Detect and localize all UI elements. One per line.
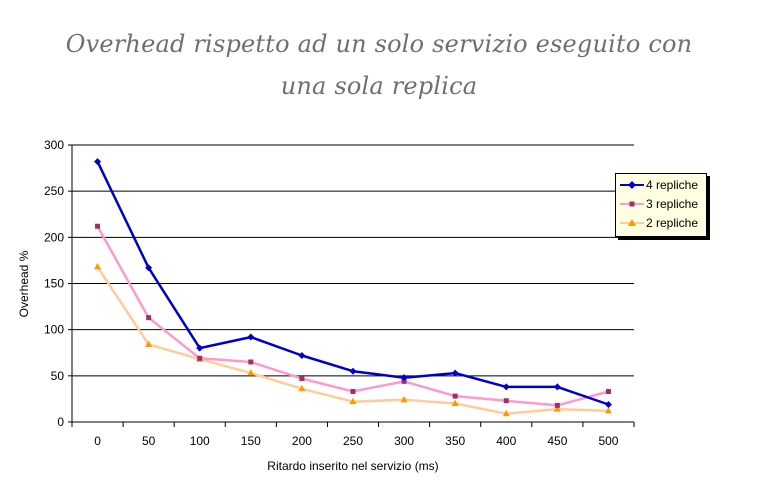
y-tick-labels: 0 50 100 150 200 250 300: [44, 138, 64, 429]
legend-item-3-repliche: 3 repliche: [616, 196, 706, 212]
data-point: [299, 376, 305, 382]
data-point: [349, 367, 357, 375]
data-point: [146, 315, 152, 321]
x-tick-label: 500: [598, 434, 618, 448]
y-tick-label: 150: [44, 277, 64, 291]
y-axis-label: Overhead %: [17, 250, 31, 317]
chart-title-line-1: Overhead rispetto ad un solo servizio es…: [65, 30, 693, 58]
legend-item-4-repliche: 4 repliche: [616, 177, 706, 193]
legend-label: 2 repliche: [646, 216, 699, 230]
x-tick-label: 150: [241, 434, 261, 448]
y-tick-label: 100: [44, 323, 64, 337]
x-tick-label: 100: [190, 434, 210, 448]
data-point: [247, 333, 255, 341]
x-tick-label: 300: [394, 434, 414, 448]
data-point: [145, 264, 153, 272]
data-point: [502, 383, 510, 391]
x-tick-label: 0: [94, 434, 101, 448]
data-point: [196, 344, 204, 352]
legend-swatch-3-repliche: [620, 201, 644, 207]
data-point: [248, 359, 254, 365]
data-point: [401, 378, 407, 384]
data-point: [95, 223, 101, 229]
gridlines: [72, 144, 634, 377]
data-point: [298, 352, 306, 360]
data-point: [604, 406, 612, 414]
y-tick-label: 0: [57, 415, 64, 429]
data-point: [502, 409, 510, 417]
x-tick-label: 350: [445, 434, 465, 448]
data-point: [298, 384, 306, 392]
data-point: [350, 389, 356, 395]
x-tick-label: 200: [292, 434, 312, 448]
data-point: [452, 393, 458, 399]
x-tick-label: 250: [343, 434, 363, 448]
x-tick-label: 400: [496, 434, 516, 448]
legend-swatch-4-repliche: [620, 181, 644, 189]
legend-item-2-repliche: 2 repliche: [616, 215, 706, 231]
data-point: [400, 395, 408, 403]
chart-title-line-2: una sola replica: [280, 72, 478, 100]
data-point: [197, 355, 203, 361]
legend: 4 repliche 3 repliche 2 repliche: [615, 173, 707, 237]
axes: [68, 144, 635, 427]
legend-label: 4 repliche: [646, 178, 699, 192]
x-tick-labels: 0 50 100 150 200 250 300 350 400 450 500: [94, 434, 619, 448]
data-point: [553, 383, 561, 391]
data-point: [553, 405, 561, 412]
y-tick-label: 50: [51, 369, 65, 383]
data-point: [604, 400, 612, 408]
data-point: [451, 399, 459, 407]
x-tick-label: 50: [142, 434, 156, 448]
data-point: [349, 397, 357, 405]
data-point: [554, 402, 560, 408]
series-line: [96, 225, 609, 407]
legend-swatch-2-repliche: [620, 219, 644, 226]
y-tick-label: 200: [44, 230, 64, 244]
series-group: [94, 158, 612, 417]
data-point: [503, 398, 509, 404]
data-point: [451, 369, 459, 377]
x-axis-label: Ritardo inserito nel servizio (ms): [267, 459, 438, 473]
x-tick-label: 450: [547, 434, 567, 448]
data-point: [400, 374, 408, 382]
series-3-repliche: [95, 223, 611, 408]
data-point: [145, 340, 153, 347]
data-point: [605, 389, 611, 395]
legend-label: 3 repliche: [646, 197, 699, 211]
y-tick-label: 300: [44, 138, 64, 152]
data-point: [247, 369, 255, 376]
y-tick-label: 250: [44, 184, 64, 198]
data-point: [94, 262, 102, 270]
series-4-repliche: [94, 158, 612, 408]
data-point: [94, 158, 102, 166]
